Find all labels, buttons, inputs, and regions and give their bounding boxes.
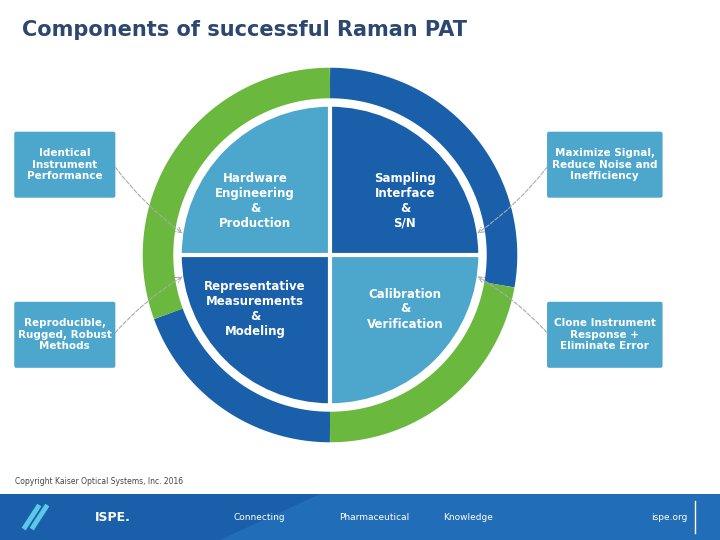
Wedge shape	[330, 105, 480, 255]
Text: Copyright Kaiser Optical Systems, Inc. 2016: Copyright Kaiser Optical Systems, Inc. 2…	[15, 477, 183, 486]
Polygon shape	[220, 494, 720, 540]
Text: Components of successful Raman PAT: Components of successful Raman PAT	[22, 20, 467, 40]
Text: Knowledge: Knowledge	[443, 512, 493, 522]
Text: Pharmaceutical: Pharmaceutical	[339, 512, 410, 522]
Text: ispe.org: ispe.org	[652, 512, 688, 522]
Wedge shape	[180, 255, 330, 405]
Text: Maximize Signal,
Reduce Noise and
Inefficiency: Maximize Signal, Reduce Noise and Ineffi…	[552, 148, 657, 181]
Text: Hardware
Engineering
&
Production: Hardware Engineering & Production	[215, 172, 295, 230]
Text: Reproducible,
Rugged, Robust
Methods: Reproducible, Rugged, Robust Methods	[18, 318, 112, 352]
Text: Clone Instrument
Response +
Eliminate Error: Clone Instrument Response + Eliminate Er…	[554, 318, 656, 352]
FancyBboxPatch shape	[546, 131, 664, 199]
Text: Representative
Measurements
&
Modeling: Representative Measurements & Modeling	[204, 280, 306, 338]
Text: Connecting: Connecting	[233, 512, 285, 522]
Text: Identical
Instrument
Performance: Identical Instrument Performance	[27, 148, 103, 181]
FancyBboxPatch shape	[13, 301, 117, 369]
FancyBboxPatch shape	[546, 301, 664, 369]
Wedge shape	[330, 255, 480, 405]
Bar	[0, 494, 720, 540]
Wedge shape	[180, 105, 330, 255]
Text: Sampling
Interface
&
S/N: Sampling Interface & S/N	[374, 172, 436, 230]
Text: ISPE.: ISPE.	[95, 510, 131, 524]
FancyBboxPatch shape	[13, 131, 117, 199]
Text: Calibration
&
Verification: Calibration & Verification	[366, 287, 444, 330]
